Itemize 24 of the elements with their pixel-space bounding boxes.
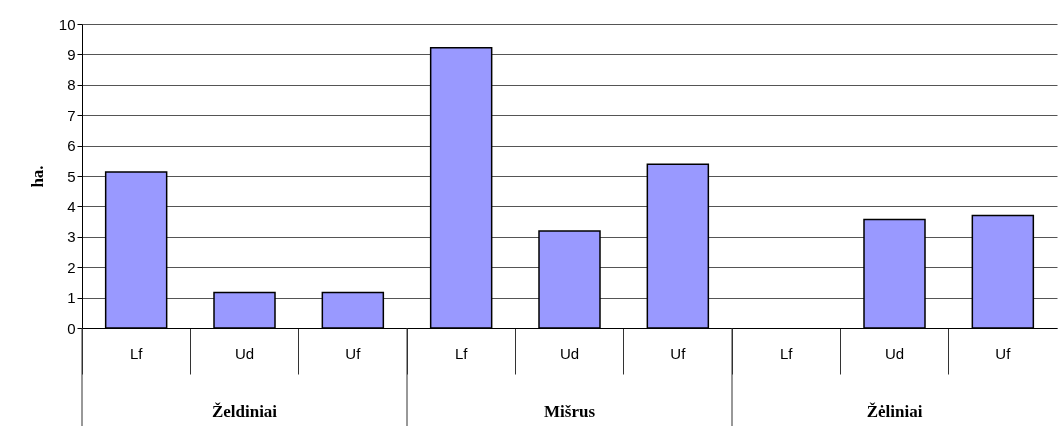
y-tick-label: 1 [67, 289, 76, 307]
x-tick-label: Ud [234, 344, 255, 362]
x-tick-label: Ud [559, 344, 580, 362]
y-tick-label: 4 [67, 197, 76, 215]
y-tick-label: 5 [67, 167, 76, 185]
y-tick-label: 0 [67, 319, 76, 337]
y-tick-label: 7 [67, 106, 76, 124]
x-tick-label: Uf [995, 344, 1012, 362]
x-tick-label: Lf [454, 344, 469, 362]
text: Žėliniai [866, 402, 923, 421]
x-tick-label: Lf [129, 344, 144, 362]
text: Želdiniai [211, 402, 278, 421]
x-tick-label: Uf [345, 344, 362, 362]
y-tick-label: 2 [67, 258, 76, 276]
y-tick-label: 10 [58, 15, 76, 33]
y-axis-title: ha. [27, 165, 47, 188]
text: Mišrus [544, 402, 596, 421]
x-tick-label: Lf [779, 344, 794, 362]
y-tick-label: 8 [67, 76, 76, 94]
y-tick-label: 3 [67, 228, 76, 246]
x-tick-label: Ud [884, 344, 905, 362]
y-tick-label: 6 [67, 137, 76, 155]
y-tick-label: 9 [67, 45, 76, 63]
x-tick-label: Uf [670, 344, 687, 362]
